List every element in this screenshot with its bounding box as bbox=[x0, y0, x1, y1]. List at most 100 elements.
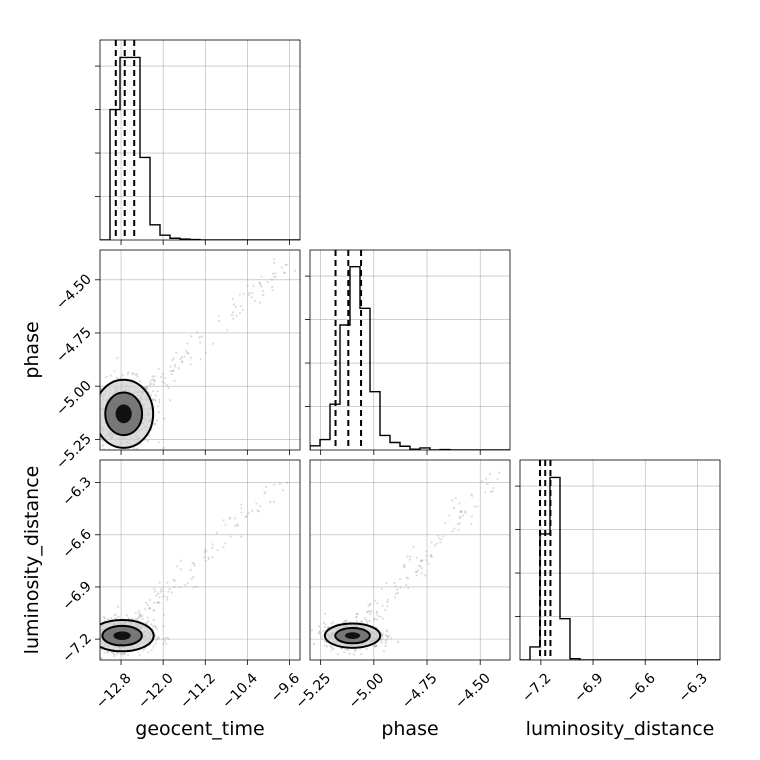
scatter-point bbox=[161, 380, 164, 384]
scatter-point bbox=[486, 482, 489, 486]
scatter-point bbox=[98, 441, 100, 443]
scatter-point bbox=[117, 615, 120, 618]
scatter-point bbox=[95, 635, 97, 637]
scatter-point bbox=[186, 351, 189, 355]
scatter-point bbox=[179, 568, 183, 571]
scatter-point bbox=[470, 522, 473, 526]
scatter-point bbox=[266, 280, 269, 283]
scatter-point bbox=[93, 625, 95, 627]
scatter-point bbox=[375, 618, 379, 621]
scatter-point bbox=[190, 577, 193, 580]
scatter-point bbox=[91, 427, 93, 429]
scatter-point bbox=[200, 335, 203, 338]
scatter-point bbox=[381, 604, 384, 607]
scatter-point bbox=[211, 543, 214, 546]
scatter-point bbox=[327, 626, 330, 629]
scatter-point bbox=[317, 632, 320, 635]
scatter-point bbox=[458, 502, 461, 505]
scatter-point bbox=[457, 528, 460, 532]
scatter-point bbox=[145, 622, 148, 625]
scatter-point bbox=[366, 620, 369, 623]
scatter-point bbox=[425, 559, 428, 562]
scatter-point bbox=[74, 625, 76, 627]
y-tick-label: −4.75 bbox=[53, 324, 95, 366]
panel-frame bbox=[519, 459, 721, 661]
scatter-point bbox=[80, 409, 82, 411]
scatter-point bbox=[385, 641, 388, 645]
scatter-point bbox=[173, 585, 176, 588]
scatter-point bbox=[427, 562, 430, 565]
scatter-point bbox=[386, 605, 389, 608]
scatter-point bbox=[456, 522, 460, 526]
scatter-point bbox=[228, 516, 232, 519]
panel-content bbox=[310, 471, 501, 656]
scatter-point bbox=[376, 602, 379, 605]
scatter-point bbox=[147, 620, 150, 623]
scatter-point bbox=[116, 376, 119, 379]
scatter-point bbox=[137, 612, 141, 615]
scatter-point bbox=[193, 562, 196, 565]
scatter-point bbox=[458, 516, 461, 519]
scatter-point bbox=[147, 651, 150, 654]
scatter-point bbox=[175, 351, 178, 354]
scatter-point bbox=[272, 258, 276, 261]
scatter-point bbox=[94, 635, 96, 637]
scatter-point bbox=[387, 634, 391, 637]
scatter-point bbox=[93, 630, 95, 632]
scatter-point bbox=[97, 415, 99, 417]
scatter-point bbox=[355, 620, 359, 623]
scatter-point bbox=[252, 284, 255, 287]
scatter-point bbox=[393, 581, 396, 584]
scatter-point bbox=[189, 356, 192, 359]
scatter-point bbox=[272, 483, 276, 486]
scatter-point bbox=[420, 567, 423, 570]
scatter-point bbox=[420, 559, 423, 563]
scatter-point bbox=[245, 515, 248, 518]
scatter-point bbox=[121, 374, 124, 377]
scatter-point bbox=[460, 509, 463, 513]
scatter-point bbox=[496, 477, 499, 481]
scatter-point bbox=[385, 629, 388, 632]
scatter-point bbox=[403, 563, 406, 566]
x-tick-label: −10.4 bbox=[219, 670, 261, 712]
scatter-point bbox=[407, 586, 410, 590]
scatter-point bbox=[96, 631, 98, 633]
scatter-point bbox=[101, 444, 104, 448]
panel-geocent_time-vs-phase: −5.25 −5.00 −4.75 −4.50 bbox=[53, 249, 301, 473]
scatter-point bbox=[415, 574, 418, 577]
scatter-point bbox=[105, 375, 108, 378]
contour-outer bbox=[100, 378, 155, 449]
scatter-point bbox=[222, 546, 225, 549]
scatter-point bbox=[115, 653, 118, 656]
scatter-point bbox=[240, 535, 243, 538]
scatter-point bbox=[393, 596, 396, 599]
x-tick-label: −12.8 bbox=[93, 670, 135, 712]
scatter-point bbox=[224, 523, 227, 526]
scatter-point bbox=[238, 293, 241, 296]
scatter-point bbox=[438, 537, 441, 540]
x-axis-label-geocent_time: geocent_time bbox=[135, 718, 264, 740]
scatter-point bbox=[91, 625, 93, 627]
scatter-point bbox=[62, 633, 64, 635]
scatter-point bbox=[264, 491, 267, 494]
scatter-point bbox=[80, 622, 82, 624]
scatter-point bbox=[282, 489, 285, 492]
panel-frame bbox=[99, 249, 301, 451]
scatter-point bbox=[114, 613, 117, 616]
scatter-point bbox=[329, 645, 332, 648]
scatter-point bbox=[154, 399, 157, 402]
scatter-point bbox=[233, 517, 237, 520]
scatter-point bbox=[94, 622, 96, 624]
scatter-point bbox=[90, 631, 92, 633]
contour-inner bbox=[334, 627, 371, 645]
scatter-point bbox=[248, 293, 251, 297]
scatter-point bbox=[284, 263, 288, 266]
scatter-point bbox=[154, 394, 157, 397]
scatter-point bbox=[89, 625, 91, 627]
scatter-point bbox=[156, 601, 159, 604]
scatter-point bbox=[139, 613, 142, 616]
scatter-point bbox=[256, 509, 259, 512]
scatter-point bbox=[118, 457, 120, 459]
scatter-point bbox=[93, 419, 95, 421]
